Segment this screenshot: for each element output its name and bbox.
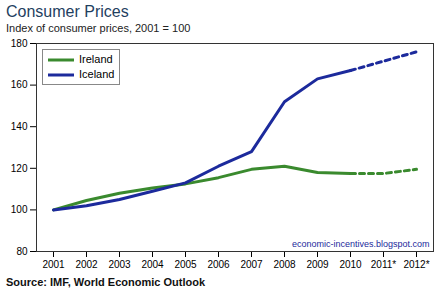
svg-text:180: 180	[11, 38, 28, 49]
html-text:Consumer Prices: Consumer Prices	[6, 3, 129, 20]
html-text:Source: IMF, World Economic Ou: Source: IMF, World Economic Outlook	[6, 276, 205, 288]
svg-text:140: 140	[11, 121, 28, 132]
svg-text:80: 80	[16, 246, 28, 257]
svg-text:2005: 2005	[174, 259, 197, 270]
svg-text:2011*: 2011*	[371, 259, 397, 270]
svg-text:2012*: 2012*	[403, 259, 429, 270]
svg-text:2010: 2010	[339, 259, 362, 270]
svg-text:160: 160	[11, 79, 28, 90]
svg-text:2001: 2001	[42, 259, 65, 270]
svg-text:economic-incentives.blogspot.c: economic-incentives.blogspot.com	[292, 239, 430, 249]
svg-text:2004: 2004	[141, 259, 164, 270]
html-text:Ireland: Ireland	[79, 53, 113, 65]
svg-text:2002: 2002	[75, 259, 98, 270]
html-text:Index of consumer prices, 2001: Index of consumer prices, 2001 = 100	[6, 22, 191, 34]
svg-text:2008: 2008	[273, 259, 296, 270]
svg-text:2007: 2007	[240, 259, 263, 270]
html-text:Iceland: Iceland	[79, 68, 115, 80]
svg-text:100: 100	[11, 204, 28, 215]
svg-text:2006: 2006	[207, 259, 230, 270]
svg-text:120: 120	[11, 163, 28, 174]
svg-text:2009: 2009	[306, 259, 329, 270]
svg-text:2003: 2003	[108, 259, 131, 270]
